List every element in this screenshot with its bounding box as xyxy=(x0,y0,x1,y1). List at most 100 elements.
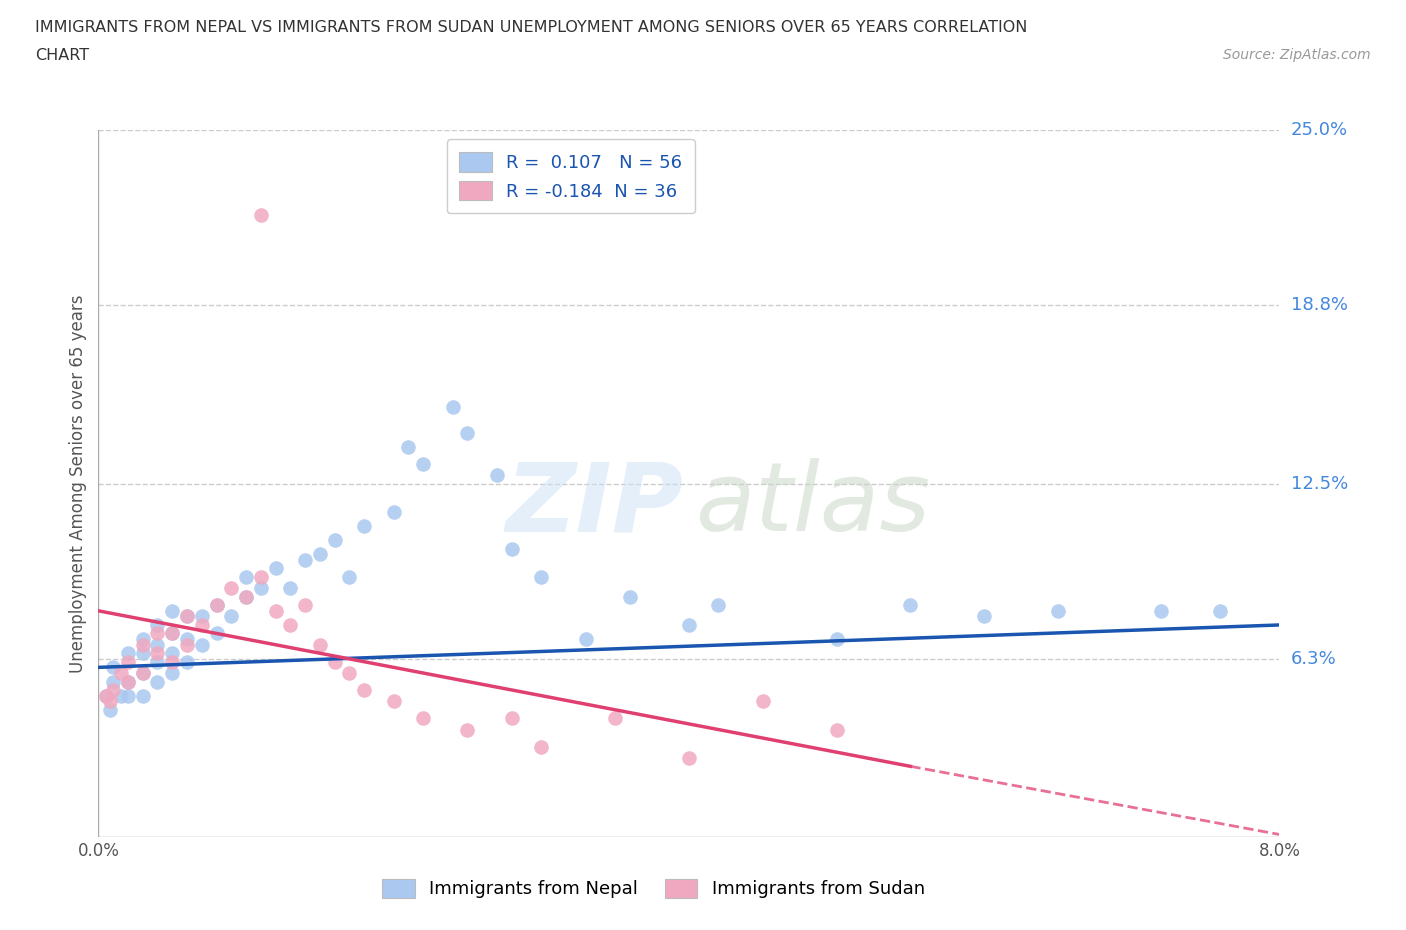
Point xyxy=(98,702,121,717)
Point xyxy=(530,569,553,584)
Point xyxy=(678,751,700,765)
Point xyxy=(146,655,169,670)
Point xyxy=(176,609,198,624)
Point xyxy=(94,688,117,703)
Point xyxy=(308,637,332,652)
Point xyxy=(205,598,228,613)
Point xyxy=(132,631,155,646)
Point xyxy=(412,457,434,472)
Point xyxy=(191,637,214,652)
Point xyxy=(278,580,301,595)
Point xyxy=(825,722,848,737)
Y-axis label: Unemployment Among Seniors over 65 years: Unemployment Among Seniors over 65 years xyxy=(69,295,87,672)
Point xyxy=(110,688,132,703)
Point xyxy=(456,722,478,737)
Point xyxy=(205,598,228,613)
Point xyxy=(94,688,117,703)
Point xyxy=(235,569,257,584)
Point xyxy=(103,674,124,689)
Point xyxy=(456,425,478,440)
Point xyxy=(117,645,139,660)
Point xyxy=(235,590,257,604)
Point xyxy=(162,626,183,641)
Point xyxy=(98,694,121,709)
Point xyxy=(308,547,332,562)
Point xyxy=(751,694,773,709)
Point xyxy=(973,609,995,624)
Point xyxy=(619,590,641,604)
Point xyxy=(146,645,169,660)
Point xyxy=(294,598,316,613)
Text: 25.0%: 25.0% xyxy=(1291,121,1348,140)
Point xyxy=(485,468,508,483)
Point xyxy=(382,694,405,709)
Point xyxy=(176,609,198,624)
Point xyxy=(323,655,346,670)
Point xyxy=(441,400,464,415)
Point xyxy=(353,683,375,698)
Text: Source: ZipAtlas.com: Source: ZipAtlas.com xyxy=(1223,48,1371,62)
Point xyxy=(205,626,228,641)
Point xyxy=(898,598,921,613)
Point xyxy=(1209,604,1232,618)
Point xyxy=(176,655,198,670)
Point xyxy=(117,688,139,703)
Point xyxy=(250,207,273,222)
Point xyxy=(146,618,169,632)
Point xyxy=(574,631,596,646)
Point xyxy=(323,533,346,548)
Point xyxy=(412,711,434,725)
Point xyxy=(678,618,700,632)
Point xyxy=(162,604,183,618)
Point xyxy=(132,666,155,681)
Point xyxy=(501,711,523,725)
Point xyxy=(146,637,169,652)
Point xyxy=(176,631,198,646)
Point xyxy=(1150,604,1173,618)
Point xyxy=(278,618,301,632)
Point xyxy=(353,519,375,534)
Point xyxy=(132,666,155,681)
Point xyxy=(162,655,183,670)
Point xyxy=(146,674,169,689)
Point xyxy=(530,739,553,754)
Point xyxy=(235,590,257,604)
Text: atlas: atlas xyxy=(695,458,929,551)
Point xyxy=(103,660,124,675)
Point xyxy=(219,580,242,595)
Point xyxy=(219,609,242,624)
Point xyxy=(250,580,273,595)
Point xyxy=(337,666,360,681)
Point xyxy=(707,598,730,613)
Point xyxy=(146,626,169,641)
Point xyxy=(294,552,316,567)
Point xyxy=(162,666,183,681)
Point xyxy=(337,569,360,584)
Point xyxy=(117,674,139,689)
Text: 6.3%: 6.3% xyxy=(1291,650,1336,668)
Point xyxy=(132,688,155,703)
Point xyxy=(250,569,273,584)
Text: CHART: CHART xyxy=(35,48,89,63)
Legend: Immigrants from Nepal, Immigrants from Sudan: Immigrants from Nepal, Immigrants from S… xyxy=(375,871,932,906)
Point xyxy=(191,609,214,624)
Point xyxy=(132,645,155,660)
Text: 12.5%: 12.5% xyxy=(1291,474,1348,493)
Point xyxy=(605,711,627,725)
Point xyxy=(501,541,523,556)
Point xyxy=(382,504,405,519)
Point xyxy=(132,637,155,652)
Text: ZIP: ZIP xyxy=(505,458,683,551)
Point xyxy=(162,626,183,641)
Point xyxy=(825,631,848,646)
Point xyxy=(162,645,183,660)
Point xyxy=(1046,604,1069,618)
Point xyxy=(176,637,198,652)
Point xyxy=(117,674,139,689)
Text: 18.8%: 18.8% xyxy=(1291,297,1347,314)
Point xyxy=(103,683,124,698)
Text: IMMIGRANTS FROM NEPAL VS IMMIGRANTS FROM SUDAN UNEMPLOYMENT AMONG SENIORS OVER 6: IMMIGRANTS FROM NEPAL VS IMMIGRANTS FROM… xyxy=(35,20,1028,35)
Point xyxy=(264,561,287,576)
Point xyxy=(110,666,132,681)
Point xyxy=(191,618,214,632)
